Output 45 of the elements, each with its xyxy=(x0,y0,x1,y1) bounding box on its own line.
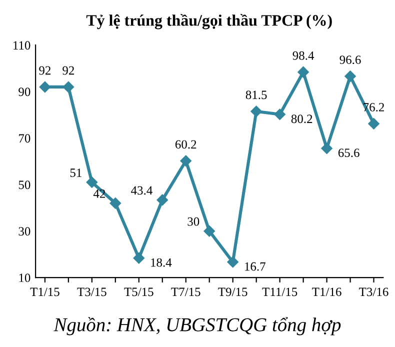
data-label: 42 xyxy=(93,189,105,198)
data-label: 60.2 xyxy=(175,140,196,149)
x-tick-label: T1/16 xyxy=(312,288,342,296)
point xyxy=(110,198,122,209)
x-tick-label: T9/15 xyxy=(218,288,248,296)
x-tick-label: T3/16 xyxy=(359,288,388,296)
x-tick-label: T1/15 xyxy=(30,288,60,296)
data-label: 18.4 xyxy=(151,258,172,267)
point xyxy=(227,256,238,268)
point xyxy=(39,81,51,93)
point xyxy=(133,252,144,264)
x-tick-label: T7/15 xyxy=(171,288,200,296)
x-tick-label: T3/15 xyxy=(77,288,106,296)
y-tick-label: 10 xyxy=(19,274,30,282)
point xyxy=(180,155,192,166)
x-tick-label: T11/15 xyxy=(262,288,298,296)
point xyxy=(344,70,356,82)
data-label: 51 xyxy=(70,168,82,177)
point xyxy=(274,108,286,120)
data-label: 30 xyxy=(188,217,200,226)
y-tick-label: 30 xyxy=(18,227,30,236)
point xyxy=(204,225,215,237)
point xyxy=(62,81,74,93)
text: Nguồn: HNX, UBGSTCQG tổng hợp xyxy=(54,317,341,336)
data-label: 81.5 xyxy=(246,90,267,100)
y-tick-label: 110 xyxy=(14,41,30,50)
data-label: 96.6 xyxy=(340,56,361,64)
data-label: 65.6 xyxy=(338,148,360,158)
y-tick-label: 70 xyxy=(19,134,30,143)
point xyxy=(250,106,262,117)
x-tick-label: T5/15 xyxy=(124,288,154,296)
point xyxy=(368,118,380,130)
point xyxy=(298,66,309,78)
point xyxy=(321,142,332,154)
point xyxy=(86,176,98,188)
point xyxy=(156,194,168,206)
y-tick-label: 90 xyxy=(18,88,30,96)
data-label: 92 xyxy=(39,66,51,75)
data-label: 16.7 xyxy=(245,262,266,271)
data-label: 80.2 xyxy=(291,114,312,124)
data-label: 43.4 xyxy=(131,186,152,195)
y-tick-label: 50 xyxy=(18,180,30,190)
data-label: 98.4 xyxy=(292,51,314,60)
data-label: 92 xyxy=(62,66,74,75)
chart-title: Tỷ lệ trúng thầu/gọi thầu TPCP (%) xyxy=(86,14,332,30)
